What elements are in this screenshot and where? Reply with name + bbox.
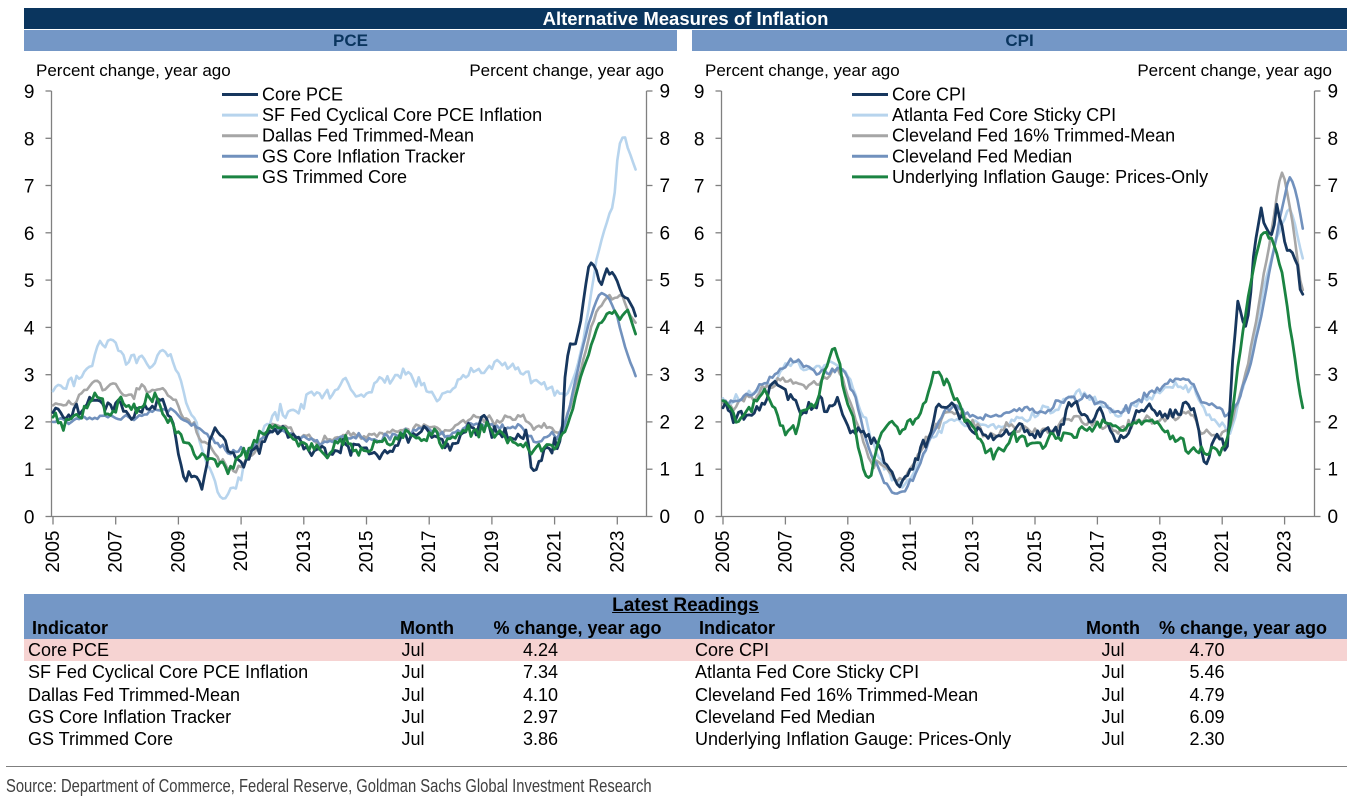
svg-text:7: 7 (660, 176, 671, 197)
svg-text:4: 4 (694, 318, 705, 339)
svg-text:2021: 2021 (1212, 531, 1233, 573)
svg-text:4: 4 (1328, 318, 1339, 339)
svg-text:GS Trimmed Core: GS Trimmed Core (262, 167, 407, 187)
svg-text:Percent change, year ago: Percent change, year ago (469, 61, 664, 80)
svg-text:Percent change, year ago: Percent change, year ago (705, 61, 900, 80)
svg-text:2013: 2013 (963, 531, 984, 573)
svg-text:8: 8 (694, 129, 705, 150)
svg-text:0: 0 (660, 507, 671, 528)
svg-text:6: 6 (660, 223, 671, 244)
svg-text:6: 6 (1328, 223, 1339, 244)
svg-text:2005: 2005 (43, 531, 64, 573)
svg-text:GS Core Inflation Tracker: GS Core Inflation Tracker (262, 146, 465, 166)
svg-text:3: 3 (694, 366, 705, 387)
svg-text:2007: 2007 (106, 531, 127, 573)
svg-text:9: 9 (660, 82, 671, 103)
svg-text:2: 2 (1328, 412, 1339, 433)
svg-text:2019: 2019 (1150, 531, 1171, 573)
svg-text:2007: 2007 (775, 531, 796, 573)
svg-text:Dallas Fed Trimmed-Mean: Dallas Fed Trimmed-Mean (262, 126, 474, 146)
svg-text:6: 6 (24, 224, 35, 245)
svg-text:8: 8 (660, 129, 671, 150)
svg-text:2: 2 (24, 413, 35, 434)
svg-text:4: 4 (24, 318, 35, 339)
svg-text:8: 8 (24, 129, 35, 150)
svg-text:3: 3 (1328, 365, 1339, 386)
svg-text:7: 7 (1328, 176, 1339, 197)
svg-text:Core CPI: Core CPI (892, 85, 966, 105)
svg-text:7: 7 (24, 177, 35, 198)
svg-text:5: 5 (660, 271, 671, 292)
svg-text:2013: 2013 (294, 531, 315, 573)
svg-text:2021: 2021 (545, 531, 566, 573)
svg-text:Core PCE: Core PCE (262, 85, 343, 105)
svg-text:Percent change, year ago: Percent change, year ago (1137, 61, 1332, 80)
svg-text:2009: 2009 (168, 531, 189, 573)
svg-text:2017: 2017 (419, 531, 440, 573)
svg-text:1: 1 (694, 460, 705, 481)
svg-text:1: 1 (24, 460, 35, 481)
svg-text:Underlying Inflation Gauge: Pr: Underlying Inflation Gauge: Prices-Only (892, 167, 1208, 187)
svg-text:Cleveland Fed Median: Cleveland Fed Median (892, 146, 1072, 166)
svg-text:5: 5 (1328, 271, 1339, 292)
svg-text:Atlanta Fed Core Sticky CPI: Atlanta Fed Core Sticky CPI (892, 105, 1116, 125)
svg-text:1: 1 (1328, 460, 1339, 481)
svg-text:2: 2 (694, 413, 705, 434)
svg-text:0: 0 (694, 508, 705, 529)
svg-text:2011: 2011 (231, 531, 252, 572)
svg-text:2023: 2023 (1275, 531, 1296, 573)
svg-text:Percent change, year ago: Percent change, year ago (36, 61, 231, 80)
svg-text:2015: 2015 (1025, 531, 1046, 573)
svg-text:6: 6 (694, 224, 705, 245)
svg-text:2011: 2011 (900, 531, 921, 572)
svg-text:1: 1 (660, 460, 671, 481)
svg-text:9: 9 (24, 82, 35, 103)
svg-text:4: 4 (660, 318, 671, 339)
svg-text:0: 0 (1328, 507, 1339, 528)
svg-text:2017: 2017 (1087, 531, 1108, 573)
svg-text:2009: 2009 (838, 531, 859, 573)
svg-text:2005: 2005 (713, 531, 734, 573)
svg-text:8: 8 (1328, 129, 1339, 150)
svg-text:SF Fed Cyclical Core PCE Infla: SF Fed Cyclical Core PCE Inflation (262, 105, 542, 125)
svg-text:3: 3 (660, 365, 671, 386)
svg-text:2019: 2019 (482, 531, 503, 573)
svg-text:7: 7 (694, 177, 705, 198)
svg-text:5: 5 (694, 271, 705, 292)
svg-text:2: 2 (660, 412, 671, 433)
svg-text:3: 3 (24, 366, 35, 387)
svg-text:Cleveland Fed 16% Trimmed-Mean: Cleveland Fed 16% Trimmed-Mean (892, 126, 1175, 146)
svg-text:0: 0 (24, 508, 35, 529)
svg-text:5: 5 (24, 271, 35, 292)
svg-text:9: 9 (694, 82, 705, 103)
svg-text:2023: 2023 (607, 531, 628, 573)
svg-text:9: 9 (1328, 82, 1339, 103)
svg-text:2015: 2015 (357, 531, 378, 573)
